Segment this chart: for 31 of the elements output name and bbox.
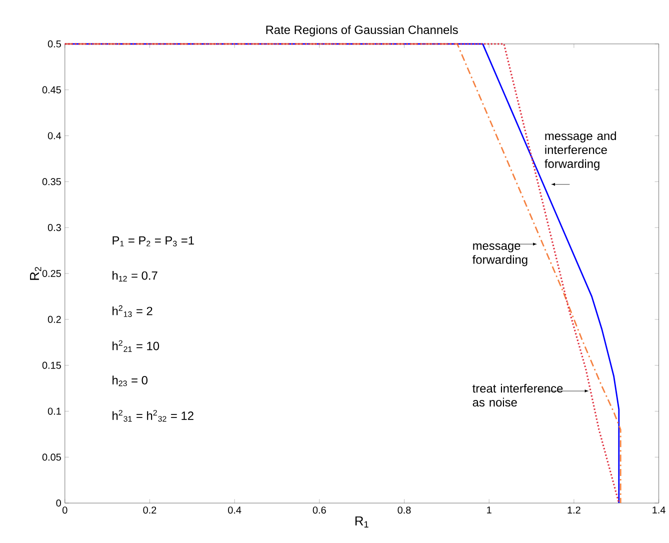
x-tick-label: 1.4	[652, 506, 666, 514]
annotation: treat interference as noise	[472, 384, 563, 407]
x-tick-label: 1	[487, 506, 492, 514]
chart-title: Rate Regions of Gaussian Channels	[266, 25, 458, 36]
annotation: message forwarding	[472, 243, 528, 266]
y-tick-label: 0.25	[42, 270, 61, 278]
y-tick-label: 0.3	[48, 224, 61, 232]
x-tick-label: 0	[62, 506, 68, 514]
annotation: h$_{23}$ = 0	[112, 376, 148, 386]
annotation: P$_{1}$ = P$_{2}$ = P$_{3}$ =1	[112, 236, 194, 246]
x-tick-label: 0.8	[398, 506, 411, 514]
y-tick-label: 0.45	[42, 86, 61, 94]
x-axis-title: R$_{1}$	[355, 516, 368, 528]
x-tick-label: 1.2	[568, 506, 580, 514]
x-tick-label: 0.2	[143, 506, 156, 514]
y-tick-label: 0	[56, 500, 61, 507]
annotation: message and interference forwarding	[544, 131, 616, 170]
y-tick-label: 0.05	[42, 454, 61, 461]
x-tick-label: 0.6	[312, 506, 326, 514]
x-tick-label: 0.4	[228, 506, 242, 514]
y-tick-label: 0.1	[48, 408, 61, 415]
y-tick-label: 0.4	[48, 132, 62, 140]
y-tick-label: 0.35	[42, 178, 61, 186]
annotation: h$^{2}$$_{21}$ = 10	[112, 340, 160, 352]
y-tick-label: 0.2	[48, 316, 61, 323]
y-tick-label: 0.5	[48, 40, 61, 48]
annotation: h$_{12}$ = 0.7	[112, 271, 158, 282]
y-tick-label: 0.15	[42, 362, 61, 369]
y-axis-title: R$_{2}$	[30, 267, 42, 280]
annotation: h$^{2}$$_{13}$ = 2	[112, 305, 152, 318]
annotation: h$^{2}$$_{31}$ = h$^{2}$$_{32}$ = 12	[112, 410, 194, 422]
